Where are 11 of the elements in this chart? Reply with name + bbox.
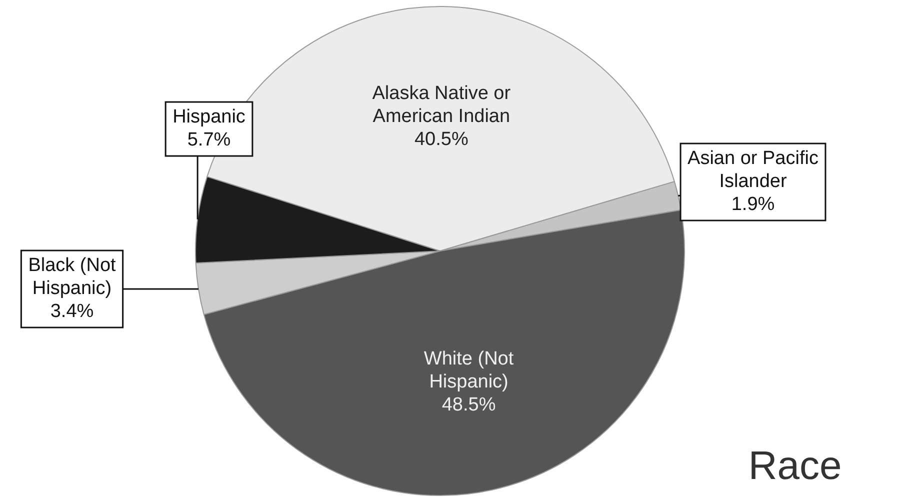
slice-label: Alaska Native or American Indian: [372, 82, 512, 127]
slice-label: White (Not Hispanic): [424, 348, 514, 393]
slice-label: Hispanic: [172, 106, 246, 128]
slice-label: Black (Not Hispanic): [28, 255, 117, 300]
text: Race: [748, 444, 842, 488]
data-label: 3.4%: [50, 301, 94, 322]
data-label: 40.5%: [414, 128, 468, 150]
data-label: 1.9%: [731, 194, 775, 216]
data-label: 5.7%: [187, 130, 231, 151]
slice-label: Asian or Pacific Islander: [688, 148, 818, 192]
data-label: 48.5%: [442, 394, 496, 416]
